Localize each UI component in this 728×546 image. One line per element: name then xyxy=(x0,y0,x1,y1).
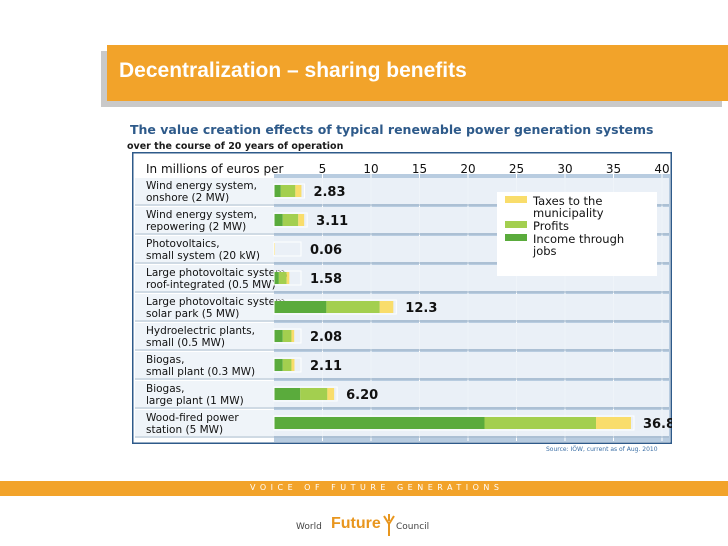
tick-label: 30 xyxy=(557,162,572,176)
bar-segment-profits xyxy=(282,359,292,371)
bar-total-label: 2.08 xyxy=(310,330,342,345)
bar-segment-profits xyxy=(484,417,597,429)
legend-label: Income through xyxy=(533,232,624,246)
bar-frame xyxy=(273,386,338,402)
bar-segment-taxes xyxy=(295,185,302,197)
bar-frame xyxy=(273,241,302,257)
tick-label: 25 xyxy=(509,162,524,176)
bar-segment-jobs xyxy=(274,388,301,400)
world-future-council-logo: World Future Council xyxy=(296,512,466,538)
slide-title: Decentralization – sharing benefits xyxy=(119,59,467,82)
bar-segment-taxes xyxy=(298,214,305,226)
tick-label: 40 xyxy=(654,162,669,176)
bar-frame xyxy=(273,270,302,286)
bar-segment-taxes xyxy=(291,330,295,342)
footer-band: VOICE OF FUTURE GENERATIONS xyxy=(0,481,728,496)
bar-total-label: 12.3 xyxy=(405,301,437,316)
bar-segment-profits xyxy=(282,214,299,226)
category-label: Photovoltaics, xyxy=(146,238,220,250)
legend-label: Taxes to the xyxy=(532,194,602,208)
bar-frame xyxy=(273,415,635,431)
bar-segment-profits xyxy=(278,272,287,284)
category-label: Biogas, xyxy=(146,383,184,395)
bar-frame xyxy=(273,212,308,228)
tick-label: 15 xyxy=(412,162,427,176)
bar-total-label: 2.11 xyxy=(310,359,342,374)
category-label: Biogas, xyxy=(146,354,184,366)
bar-frame xyxy=(273,357,302,373)
bar-frame xyxy=(273,328,302,344)
legend-swatch-jobs xyxy=(505,234,527,241)
chart-source: Source: IÖW, current as of Aug. 2010 xyxy=(546,446,658,453)
bar-segment-taxes xyxy=(379,301,394,313)
bar-segment-taxes xyxy=(286,272,290,284)
bar-segment-jobs xyxy=(274,301,327,313)
tick-label: 20 xyxy=(460,162,475,176)
chart-subtitle: over the course of 20 years of operation xyxy=(127,141,344,152)
bar-segment-profits xyxy=(280,185,296,197)
bar-segment-profits xyxy=(326,301,380,313)
logo-text-future: Future xyxy=(331,515,381,532)
category-label: small plant (0.3 MW) xyxy=(146,366,255,378)
tick-label: 35 xyxy=(606,162,621,176)
logo-text-world: World xyxy=(296,522,322,532)
category-label: Large photovoltaic system, xyxy=(146,267,289,279)
category-label: large plant (1 MW) xyxy=(146,395,244,407)
category-label: small system (20 kW) xyxy=(146,250,260,262)
bar-segment-taxes xyxy=(327,388,335,400)
row-background xyxy=(135,323,669,349)
row-background xyxy=(135,352,669,378)
bar-total-label: 6.20 xyxy=(346,388,378,403)
category-label: Hydroelectric plants, xyxy=(146,325,255,337)
category-label: solar park (5 MW) xyxy=(146,308,239,320)
axis-label: In millions of euros per xyxy=(146,162,283,176)
bar-frame xyxy=(273,299,397,315)
bar-segment-profits xyxy=(300,388,328,400)
bar-total-label: 1.58 xyxy=(310,272,342,287)
bar-total-label: 0.06 xyxy=(310,243,342,258)
bar-segment-jobs xyxy=(274,330,283,342)
category-label: roof-integrated (0.5 MW) xyxy=(146,279,276,291)
chart: In millions of euros per 5 10 15 20 25 30 35 40 W… xyxy=(132,152,672,444)
legend-label: municipality xyxy=(533,206,604,220)
category-label: Wind energy system, xyxy=(146,209,257,221)
row-background xyxy=(135,381,669,407)
bar-segment-taxes xyxy=(274,243,275,255)
legend-label: Profits xyxy=(533,219,569,233)
legend-swatch-profits xyxy=(505,221,527,228)
bar-total-label: 3.11 xyxy=(316,214,348,229)
logo-text-council: Council xyxy=(396,522,430,532)
tree-figure-icon xyxy=(383,514,395,536)
chart-title: The value creation effects of typical re… xyxy=(130,122,654,137)
category-label: Large photovoltaic system, xyxy=(146,296,289,308)
category-label: station (5 MW) xyxy=(146,424,223,436)
category-label: Wind energy system, xyxy=(146,180,257,192)
row-background xyxy=(135,294,669,320)
bar-frame xyxy=(273,183,305,199)
category-label: onshore (2 MW) xyxy=(146,192,229,204)
bar-segment-jobs xyxy=(274,417,485,429)
slide-title-bar: Decentralization – sharing benefits xyxy=(107,45,728,101)
legend-swatch-taxes xyxy=(505,196,527,203)
bar-total-label: 2.83 xyxy=(313,185,345,200)
bar-segment-jobs xyxy=(274,185,281,197)
category-label: Wood-fired power xyxy=(146,412,239,424)
category-label: small (0.5 MW) xyxy=(146,337,225,349)
footer-tagline: VOICE OF FUTURE GENERATIONS xyxy=(250,483,504,492)
bar-segment-taxes xyxy=(596,417,631,429)
bar-segment-jobs xyxy=(274,359,283,371)
bar-total-label: 36.8 xyxy=(643,417,672,432)
category-label: repowering (2 MW) xyxy=(146,221,246,233)
bar-segment-jobs xyxy=(274,272,279,284)
legend-label: jobs xyxy=(532,244,557,258)
bar-segment-profits xyxy=(282,330,292,342)
tick-label: 5 xyxy=(319,162,327,176)
bar-segment-taxes xyxy=(291,359,295,371)
bar-segment-jobs xyxy=(274,214,283,226)
tick-label: 10 xyxy=(363,162,378,176)
